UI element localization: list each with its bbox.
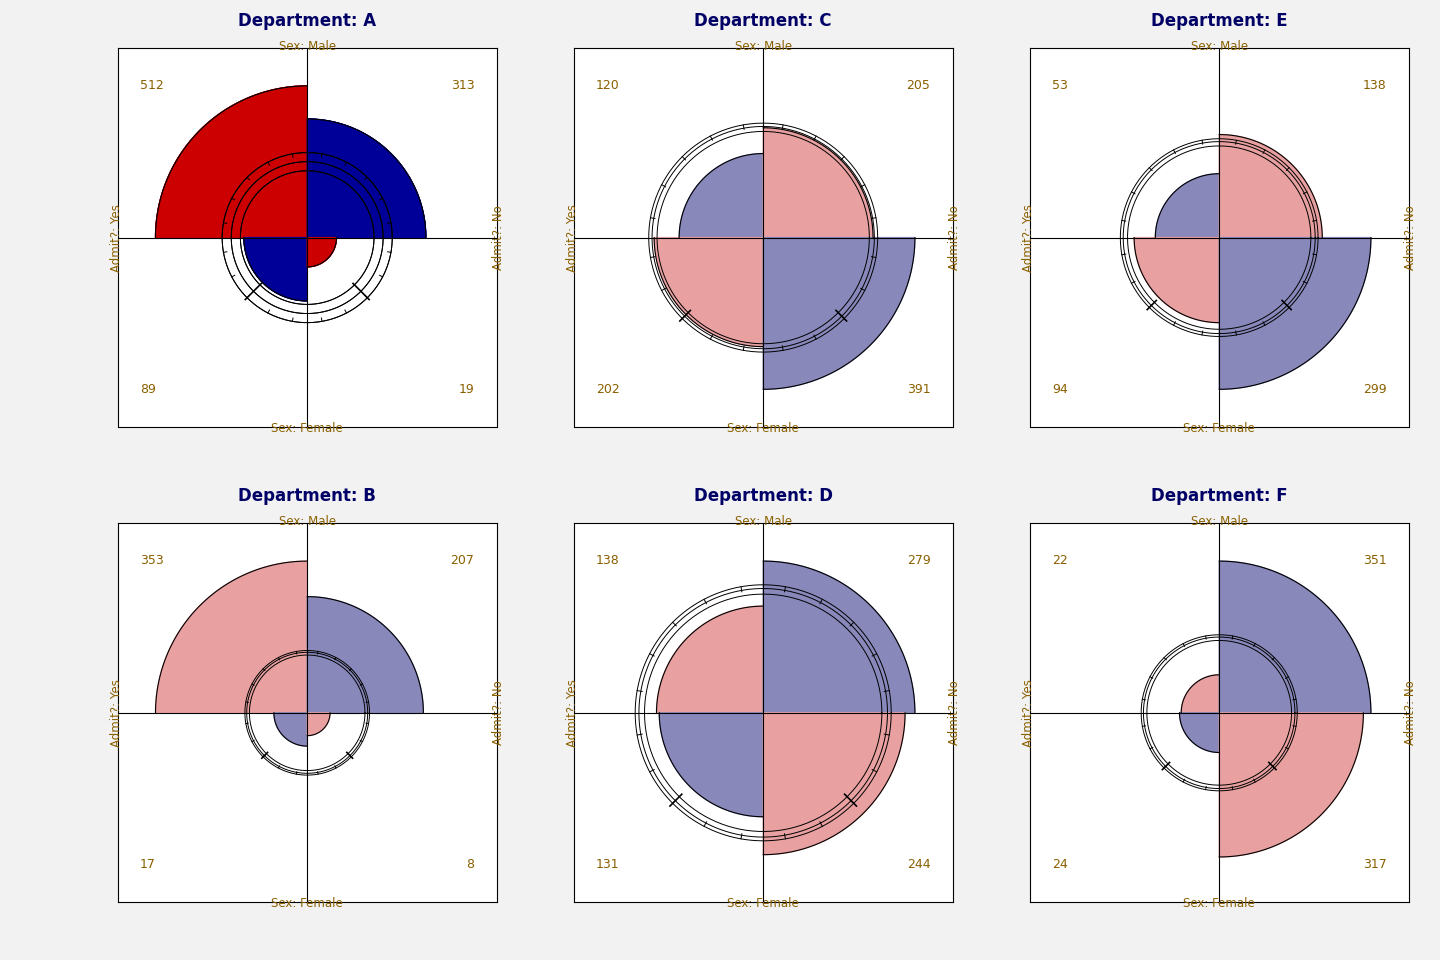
Text: Admit?: No: Admit?: No — [948, 681, 960, 745]
Polygon shape — [657, 606, 763, 712]
Title: Department: C: Department: C — [694, 12, 832, 30]
Polygon shape — [763, 712, 906, 854]
Polygon shape — [307, 238, 337, 267]
Text: Sex: Male: Sex: Male — [1191, 516, 1248, 528]
Text: 351: 351 — [1362, 554, 1387, 567]
Polygon shape — [1220, 134, 1322, 238]
Text: 391: 391 — [907, 383, 930, 396]
Polygon shape — [222, 153, 392, 323]
Text: Sex: Female: Sex: Female — [727, 898, 799, 910]
Title: Department: F: Department: F — [1151, 487, 1287, 505]
Text: Sex: Male: Sex: Male — [278, 40, 336, 53]
Text: Sex: Male: Sex: Male — [734, 40, 792, 53]
Polygon shape — [307, 597, 423, 712]
Polygon shape — [763, 128, 873, 238]
Text: Sex: Female: Sex: Female — [727, 422, 799, 435]
Polygon shape — [763, 561, 914, 712]
Polygon shape — [654, 238, 763, 347]
Title: Department: D: Department: D — [694, 487, 832, 505]
Polygon shape — [307, 238, 337, 267]
Polygon shape — [307, 119, 426, 238]
Text: Admit?: No: Admit?: No — [1404, 681, 1417, 745]
Polygon shape — [763, 238, 914, 390]
Text: Sex: Male: Sex: Male — [278, 516, 336, 528]
Title: Department: A: Department: A — [238, 12, 376, 30]
Polygon shape — [680, 154, 763, 238]
Text: 279: 279 — [907, 554, 930, 567]
Text: Admit?: No: Admit?: No — [1404, 205, 1417, 270]
Text: 317: 317 — [1362, 858, 1387, 872]
Text: 512: 512 — [140, 79, 164, 92]
Polygon shape — [1181, 675, 1220, 712]
Text: Admit?: Yes: Admit?: Yes — [1022, 204, 1035, 272]
Text: Admit?: Yes: Admit?: Yes — [566, 204, 579, 272]
Text: Sex: Female: Sex: Female — [271, 898, 343, 910]
Polygon shape — [1220, 561, 1371, 712]
Polygon shape — [274, 712, 307, 746]
Polygon shape — [1179, 712, 1220, 753]
Polygon shape — [1135, 238, 1220, 323]
Text: 244: 244 — [907, 858, 930, 872]
Text: Admit?: No: Admit?: No — [948, 205, 960, 270]
Text: 94: 94 — [1053, 383, 1067, 396]
Polygon shape — [1155, 174, 1220, 238]
Text: 8: 8 — [467, 858, 474, 872]
Text: Admit?: Yes: Admit?: Yes — [109, 204, 122, 272]
Text: Admit?: Yes: Admit?: Yes — [566, 679, 579, 747]
Polygon shape — [156, 561, 307, 712]
Text: Sex: Male: Sex: Male — [734, 516, 792, 528]
Text: Admit?: Yes: Admit?: Yes — [1022, 679, 1035, 747]
Text: 205: 205 — [907, 79, 930, 92]
Text: Sex: Female: Sex: Female — [1184, 422, 1256, 435]
Text: 299: 299 — [1362, 383, 1387, 396]
Text: 53: 53 — [1053, 79, 1068, 92]
Text: Sex: Female: Sex: Female — [271, 422, 343, 435]
Polygon shape — [243, 238, 307, 300]
Polygon shape — [1220, 238, 1371, 390]
Text: 22: 22 — [1053, 554, 1067, 567]
Text: 313: 313 — [451, 79, 474, 92]
Text: 120: 120 — [596, 79, 619, 92]
Title: Department: B: Department: B — [238, 487, 376, 505]
Text: Sex: Female: Sex: Female — [1184, 898, 1256, 910]
Text: 138: 138 — [596, 554, 619, 567]
Text: 24: 24 — [1053, 858, 1067, 872]
Text: Admit?: Yes: Admit?: Yes — [109, 679, 122, 747]
Polygon shape — [156, 86, 307, 238]
Text: 89: 89 — [140, 383, 156, 396]
Polygon shape — [243, 238, 307, 300]
Polygon shape — [1220, 712, 1364, 857]
Text: 353: 353 — [140, 554, 164, 567]
Text: 202: 202 — [596, 383, 619, 396]
Text: 131: 131 — [596, 858, 619, 872]
Title: Department: E: Department: E — [1151, 12, 1287, 30]
Text: 17: 17 — [140, 858, 156, 872]
Polygon shape — [156, 86, 307, 238]
Text: 207: 207 — [451, 554, 474, 567]
Text: Admit?: No: Admit?: No — [491, 205, 504, 270]
Polygon shape — [660, 712, 763, 817]
Polygon shape — [307, 712, 330, 735]
Polygon shape — [307, 119, 426, 238]
Text: Admit?: No: Admit?: No — [491, 681, 504, 745]
Text: 138: 138 — [1362, 79, 1387, 92]
Text: 19: 19 — [459, 383, 474, 396]
Text: Sex: Male: Sex: Male — [1191, 40, 1248, 53]
